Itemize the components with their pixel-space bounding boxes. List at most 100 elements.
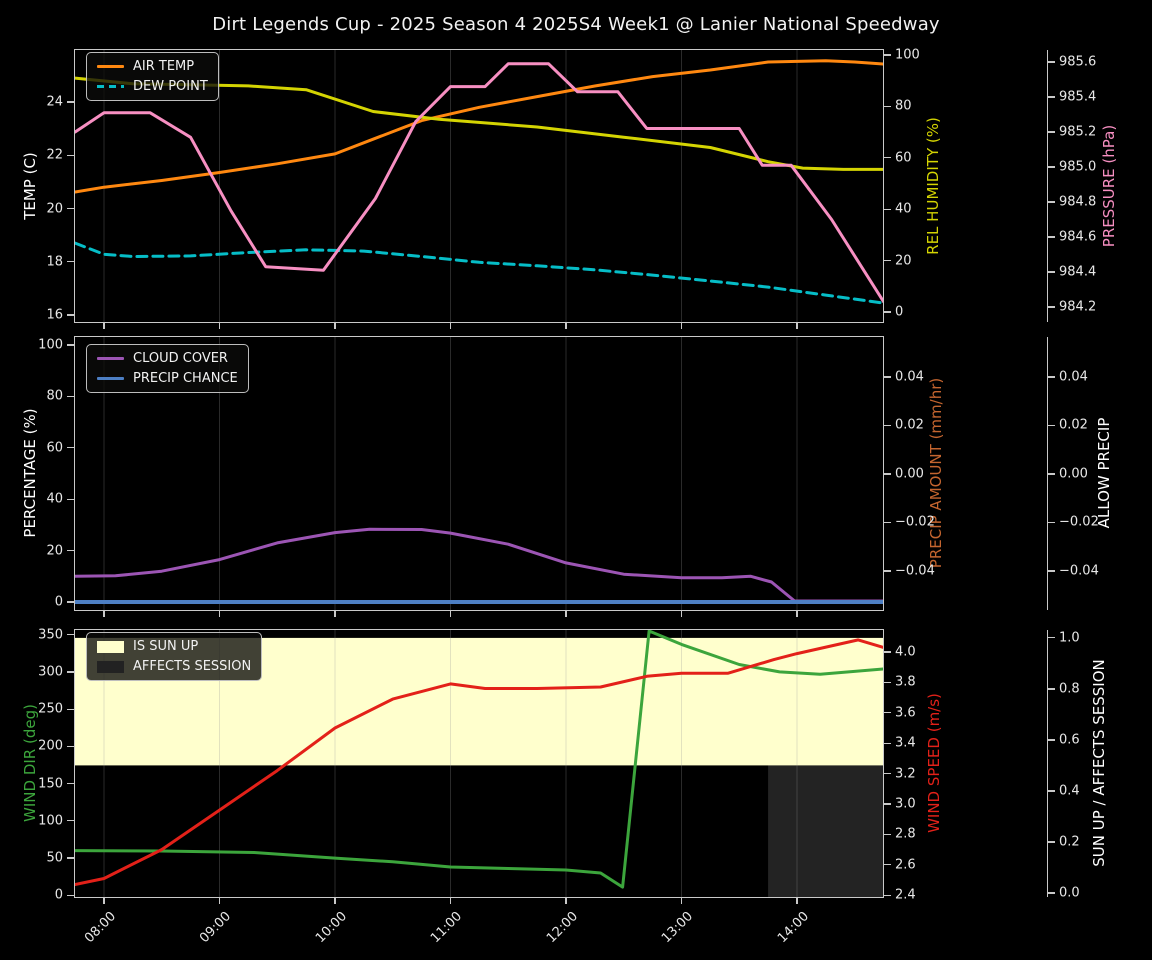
tick-mark <box>67 783 74 785</box>
tick-mark <box>1048 376 1055 378</box>
pressure-tick-label: 984.6 <box>1059 229 1097 245</box>
tick-mark <box>103 611 105 617</box>
tick-mark <box>67 314 74 316</box>
sun-spine <box>1047 630 1048 897</box>
temp-tick-label: 18 <box>46 254 63 270</box>
tick-mark <box>884 208 891 210</box>
precip-amount-axis-label: PRECIP AMOUNT (mm/hr) <box>927 377 945 569</box>
tick-mark <box>796 323 798 329</box>
legend-item-affects-session: AFFECTS SESSION <box>97 659 251 674</box>
allow-precip-axis-label: ALLOW PRECIP <box>1095 417 1113 529</box>
deg-tick-label: 50 <box>46 850 63 866</box>
sun-tick-label: 0.2 <box>1059 834 1080 850</box>
tick-mark <box>218 323 221 329</box>
tick-mark <box>334 898 336 904</box>
tick-mark <box>1048 473 1055 475</box>
tick-mark <box>67 447 74 449</box>
speed-tick-label: 3.6 <box>895 705 916 721</box>
tick-mark <box>218 898 221 904</box>
pct-tick-label: 60 <box>46 440 63 456</box>
pressure-axis-label: PRESSURE (hPa) <box>1100 124 1118 248</box>
pressure-tick-label: 985.6 <box>1059 54 1097 70</box>
tick-mark <box>884 376 891 378</box>
deg-tick-label: 300 <box>38 664 63 680</box>
tick-mark <box>884 157 891 159</box>
tick-mark <box>67 498 74 500</box>
tick-mark <box>1048 521 1055 524</box>
speed-tick-label: 3.0 <box>895 796 916 812</box>
tick-mark <box>103 898 105 904</box>
sun-tick-label: 1.0 <box>1059 630 1080 646</box>
tick-mark <box>1048 841 1055 843</box>
tick-mark <box>67 601 74 603</box>
legend-label: PRECIP CHANCE <box>133 371 238 386</box>
legend-swatch-precip-chance <box>97 377 124 380</box>
sun-tick-label: 0.8 <box>1059 681 1080 697</box>
chart-title: Dirt Legends Cup - 2025 Season 4 2025S4 … <box>212 14 940 35</box>
legend-temperature: AIR TEMP DEW POINT <box>86 52 219 101</box>
allow-precip-tick-label: 0.02 <box>1059 417 1088 433</box>
x-tick-label: 12:00 <box>543 909 581 947</box>
tick-mark <box>884 803 891 805</box>
tick-mark <box>1048 61 1055 63</box>
tick-mark <box>67 745 74 747</box>
speed-tick-label: 3.2 <box>895 766 916 782</box>
deg-tick-label: 100 <box>38 813 63 829</box>
tick-mark <box>884 833 891 835</box>
x-tick-label: 08:00 <box>81 909 119 947</box>
tick-mark <box>449 323 452 329</box>
pressure-tick-label: 985.0 <box>1059 159 1097 175</box>
allow-precip-tick-label: −0.04 <box>1059 563 1099 579</box>
humidity-axis-label: REL HUMIDITY (%) <box>924 117 942 255</box>
tick-mark <box>884 473 891 475</box>
tick-mark <box>796 611 798 617</box>
speed-tick-label: 3.4 <box>895 735 916 751</box>
tick-mark <box>334 323 336 329</box>
deg-tick-label: 150 <box>38 776 63 792</box>
pressure-tick-label: 985.2 <box>1059 124 1097 140</box>
sun-up-axis-label: SUN UP / AFFECTS SESSION <box>1090 659 1108 867</box>
tick-mark <box>67 261 74 263</box>
temp-tick-label: 22 <box>46 147 63 163</box>
tick-mark <box>680 898 683 904</box>
tick-mark <box>1048 306 1055 308</box>
pressure-tick-label: 985.4 <box>1059 89 1097 105</box>
speed-tick-label: 2.8 <box>895 826 916 842</box>
precip-amt-tick-label: −0.02 <box>895 514 935 530</box>
tick-mark <box>884 712 891 714</box>
precipitation-panel-plot <box>75 337 883 610</box>
pressure-tick-label: 984.8 <box>1059 194 1097 210</box>
tick-mark <box>67 857 74 859</box>
tick-mark <box>884 681 891 683</box>
humidity-tick-label: 60 <box>895 150 912 166</box>
allow-precip-tick-label: −0.02 <box>1059 514 1099 530</box>
series-air-temp <box>75 59 883 194</box>
x-tick-label: 13:00 <box>658 909 697 947</box>
speed-tick-label: 2.4 <box>895 887 916 903</box>
tick-mark <box>334 611 336 617</box>
tick-mark <box>884 651 891 653</box>
tick-mark <box>103 323 105 329</box>
tick-mark <box>884 864 891 866</box>
tick-mark <box>565 611 567 617</box>
sun-tick-label: 0.0 <box>1059 885 1080 901</box>
pressure-spine <box>1047 50 1048 322</box>
temp-tick-label: 20 <box>46 201 63 216</box>
tick-mark <box>884 773 891 775</box>
series-wind-dir <box>75 630 883 889</box>
legend-label: CLOUD COVER <box>133 351 228 366</box>
legend-item-is-sun-up: IS SUN UP <box>97 639 251 654</box>
deg-tick-label: 250 <box>38 701 63 717</box>
humidity-tick-label: 100 <box>895 47 920 63</box>
tick-mark <box>884 521 891 524</box>
pct-tick-label: 40 <box>46 491 63 507</box>
legend-precipitation: CLOUD COVER PRECIP CHANCE <box>86 344 249 393</box>
tick-mark <box>449 898 452 904</box>
legend-label: IS SUN UP <box>133 639 199 654</box>
tick-mark <box>884 570 891 572</box>
pct-tick-label: 80 <box>46 388 63 404</box>
legend-swatch-affects-session <box>97 660 124 673</box>
tick-mark <box>884 424 891 427</box>
precip-amt-tick-label: 0.02 <box>895 417 924 433</box>
x-tick-label: 14:00 <box>774 909 812 947</box>
